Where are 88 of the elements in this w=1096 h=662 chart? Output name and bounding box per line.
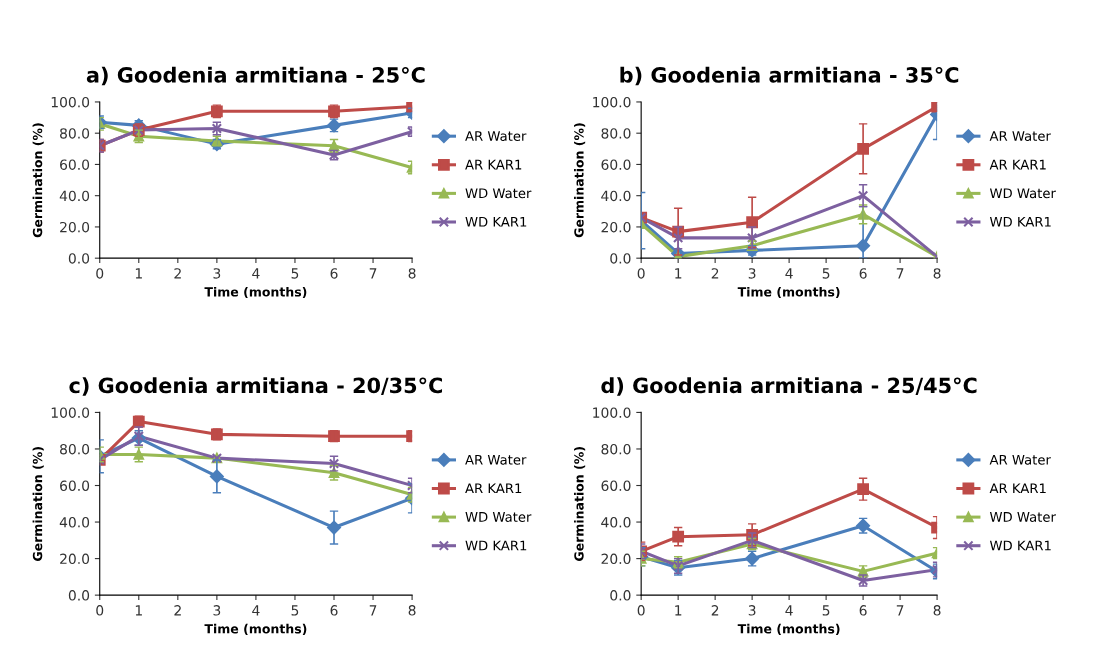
legend-label: AR Water [989, 131, 1051, 141]
y-tick-label: 40.0 [59, 517, 90, 528]
x-tick-label: 6 [330, 605, 338, 616]
y-tick-label: 80.0 [601, 443, 631, 455]
x-tick-label: 3 [213, 605, 221, 616]
x-tick-label: 5 [822, 268, 830, 279]
x-tick-label: 7 [896, 605, 904, 616]
y-tick-label: 100.0 [593, 96, 631, 108]
x-tick-label: 8 [408, 268, 416, 279]
x-tick-label: 0 [96, 268, 104, 279]
legend-label: WD KAR1 [465, 540, 527, 551]
x-tick-label: 1 [135, 605, 142, 616]
x-tick-label: 0 [637, 268, 645, 279]
y-tick-label: 60.0 [601, 159, 631, 170]
chart-title: d) Goodenia armitiana - 25/45°C [601, 377, 977, 396]
x-tick-label: 7 [896, 268, 904, 279]
x-tick-label: 6 [859, 268, 867, 279]
x-tick-label: 0 [637, 605, 645, 616]
x-tick-label: 5 [291, 605, 299, 616]
legend-label: AR Water [465, 131, 527, 141]
legend-label: WD Water [989, 512, 1056, 522]
y-tick-label: 0.0 [68, 590, 90, 601]
x-tick-label: 7 [369, 605, 377, 616]
x-tick-label: 8 [933, 268, 941, 279]
x-tick-label: 5 [291, 268, 299, 279]
x-tick-label: 2 [711, 605, 719, 616]
y-tick-label: 60.0 [60, 159, 90, 170]
y-tick-label: 60.0 [601, 480, 631, 491]
y-tick-label: 40.0 [601, 190, 631, 202]
x-tick-label: 4 [785, 605, 793, 616]
y-tick-label: 0.0 [610, 253, 631, 264]
chart-title: a) Goodenia armitiana - 25°C [86, 66, 425, 86]
x-tick-label: 3 [748, 268, 756, 279]
x-tick-label: 4 [252, 268, 260, 279]
x-tick-label: 7 [369, 268, 377, 279]
legend-label: AR Water [465, 454, 527, 465]
chart-title: b) Goodenia armitiana - 35°C [620, 66, 959, 86]
legend-label: AR KAR1 [989, 159, 1046, 170]
y-axis-title: Germination (%) [32, 447, 44, 561]
y-tick-label: 80.0 [60, 128, 90, 139]
y-tick-label: 100.0 [593, 407, 631, 418]
legend-label: WD KAR1 [989, 540, 1051, 551]
x-axis-title: Time (months) [204, 623, 307, 635]
y-tick-label: 100.0 [51, 96, 90, 108]
legend-label: WD Water [465, 188, 532, 199]
y-axis-title: Germination (%) [574, 123, 586, 238]
y-tick-label: 100.0 [51, 407, 90, 418]
x-axis-title: Time (months) [204, 286, 307, 299]
legend-label: WD KAR1 [465, 216, 527, 227]
x-tick-label: 1 [135, 268, 142, 279]
x-axis-title: Time (months) [737, 286, 840, 299]
chart-title: c) Goodenia armitiana - 20/35°C [69, 377, 443, 396]
y-tick-label: 0.0 [610, 590, 631, 601]
y-tick-label: 60.0 [60, 480, 90, 491]
y-tick-label: 80.0 [60, 443, 90, 455]
x-tick-label: 6 [859, 605, 867, 616]
legend-label: AR Water [989, 454, 1051, 465]
y-tick-label: 80.0 [601, 128, 631, 139]
x-tick-label: 8 [933, 605, 941, 616]
y-tick-label: 0.0 [68, 253, 90, 264]
x-tick-label: 6 [330, 268, 338, 279]
y-tick-label: 40.0 [601, 517, 631, 528]
x-tick-label: 1 [675, 268, 682, 279]
x-axis-title: Time (months) [737, 623, 840, 635]
y-tick-label: 20.0 [60, 221, 90, 233]
x-tick-label: 3 [213, 268, 221, 279]
x-tick-label: 0 [96, 605, 104, 616]
x-tick-label: 5 [822, 605, 830, 616]
x-tick-label: 1 [675, 605, 682, 616]
x-tick-label: 2 [174, 605, 181, 616]
legend-label: AR KAR1 [989, 483, 1046, 494]
x-tick-label: 4 [785, 268, 793, 279]
legend-label: WD KAR1 [989, 216, 1051, 227]
x-tick-label: 3 [748, 605, 756, 616]
y-axis-title: Germination (%) [32, 123, 44, 238]
y-tick-label: 20.0 [601, 553, 631, 565]
x-tick-label: 2 [711, 268, 719, 279]
y-axis-title: Germination (%) [574, 447, 586, 561]
y-tick-label: 20.0 [60, 553, 90, 565]
x-tick-label: 2 [174, 268, 181, 279]
legend-label: AR KAR1 [465, 159, 522, 170]
legend-label: AR KAR1 [465, 483, 522, 494]
y-tick-label: 20.0 [601, 221, 631, 233]
x-tick-label: 8 [408, 605, 416, 616]
legend-label: WD Water [465, 512, 532, 522]
y-tick-label: 40.0 [59, 190, 90, 202]
x-tick-label: 4 [252, 605, 260, 616]
legend-label: WD Water [989, 188, 1056, 199]
